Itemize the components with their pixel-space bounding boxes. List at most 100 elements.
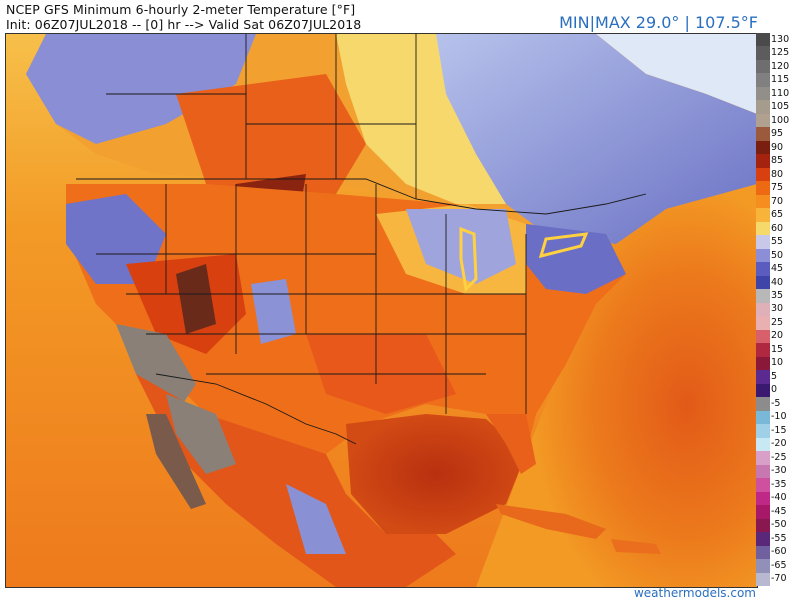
legend-label: 35 — [771, 290, 784, 301]
legend-label: 95 — [771, 128, 784, 140]
legend-entry: 125 — [756, 46, 800, 60]
hispaniola — [611, 539, 661, 554]
florida — [486, 414, 536, 474]
legend-swatch — [756, 46, 770, 60]
baja-peninsula — [146, 414, 206, 509]
legend-swatch — [756, 289, 770, 303]
legend-label: 65 — [771, 209, 784, 221]
sonora-gray — [166, 394, 236, 474]
us-mexico-border — [155, 373, 357, 445]
legend-swatch — [756, 397, 770, 411]
legend-entry: 20 — [756, 329, 800, 344]
legend-label: 5 — [771, 370, 778, 382]
credit-watermark: weathermodels.com — [633, 586, 756, 600]
legend-entry: -25 — [756, 451, 800, 465]
legend-swatch — [756, 505, 770, 519]
legend-swatch — [756, 86, 770, 101]
legend-label: 70 — [771, 195, 784, 207]
legend-entry: 100 — [756, 113, 800, 128]
political-boundaries — [76, 34, 647, 445]
gulf-of-mexico — [346, 414, 526, 534]
legend-swatch — [756, 424, 770, 438]
legend-entry: 50 — [756, 248, 800, 263]
legend-swatch — [756, 532, 770, 546]
map-init-valid-time: Init: 06Z07JUL2018 -- [0] hr --> Valid S… — [6, 17, 362, 32]
pacific-northwest-cool — [66, 194, 166, 284]
legend-label: 60 — [771, 222, 784, 234]
legend-swatch — [756, 370, 770, 384]
legend-label: 120 — [771, 60, 790, 72]
legend-entry: 5 — [756, 370, 800, 384]
legend-entry: -50 — [756, 518, 800, 533]
legend-entry: -45 — [756, 505, 800, 519]
legend-swatch — [756, 316, 770, 330]
legend-swatch — [756, 451, 770, 465]
legend-swatch — [756, 329, 770, 344]
atlantic-ocean — [476, 184, 757, 587]
legend-label: -5 — [771, 397, 781, 409]
legend-entry: 55 — [756, 235, 800, 249]
legend-entry: 0 — [756, 383, 800, 398]
legend-swatch — [756, 545, 770, 560]
legend-swatch — [756, 518, 770, 533]
legend-label: 125 — [771, 47, 790, 59]
legend-label: 75 — [771, 182, 784, 194]
legend-entry: 90 — [756, 140, 800, 155]
legend-label: -50 — [771, 519, 787, 531]
legend-entry: -5 — [756, 397, 800, 411]
legend-entry: 60 — [756, 221, 800, 236]
legend-entry: 40 — [756, 275, 800, 290]
legend-entry: 110 — [756, 86, 800, 101]
legend-label: -55 — [771, 532, 787, 544]
legend-swatch — [756, 59, 770, 74]
legend-label: 100 — [771, 114, 790, 126]
legend-label: 130 — [771, 33, 790, 45]
legend-entry: 95 — [756, 127, 800, 141]
legend-entry: -10 — [756, 410, 800, 425]
min-max-readout: MIN|MAX 29.0° | 107.5°F — [559, 13, 758, 32]
desert-southwest-gray — [116, 324, 196, 414]
northeast-cool — [526, 224, 626, 294]
legend-entry: 10 — [756, 356, 800, 371]
legend-entry: -55 — [756, 532, 800, 546]
legend-label: 80 — [771, 168, 784, 180]
legend-label: -30 — [771, 465, 787, 477]
legend-entry: 25 — [756, 316, 800, 330]
legend-label: -35 — [771, 478, 787, 490]
legend-swatch — [756, 208, 770, 222]
legend-entry: -20 — [756, 437, 800, 452]
legend-label: 25 — [771, 316, 784, 328]
legend-swatch — [756, 356, 770, 371]
legend-entry: 35 — [756, 289, 800, 303]
legend-swatch — [756, 73, 770, 87]
map-title: NCEP GFS Minimum 6-hourly 2-meter Temper… — [6, 2, 356, 17]
legend-label: 110 — [771, 87, 790, 99]
legend-entry: -70 — [756, 572, 800, 586]
cuba — [496, 504, 606, 539]
legend-label: -70 — [771, 573, 787, 585]
legend-swatch — [756, 221, 770, 236]
legend-entry: -65 — [756, 559, 800, 573]
prairies-warm — [176, 74, 366, 204]
legend-label: 55 — [771, 236, 784, 248]
legend-entry: -40 — [756, 491, 800, 506]
lake-erie-ontario — [538, 232, 589, 259]
legend-entry: 120 — [756, 59, 800, 74]
colorado-rockies-cool — [251, 279, 296, 344]
state-lines — [96, 184, 527, 414]
legend-swatch — [756, 464, 770, 479]
legend-label: 115 — [771, 74, 790, 86]
legend-swatch — [756, 194, 770, 209]
legend-label: -65 — [771, 559, 787, 571]
legend-label: -40 — [771, 492, 787, 504]
legend-entry: 105 — [756, 100, 800, 114]
legend-entry: -30 — [756, 464, 800, 479]
mexican-highlands-cool — [286, 484, 346, 554]
legend-entry: 45 — [756, 262, 800, 276]
legend-label: -60 — [771, 546, 787, 558]
legend-label: 50 — [771, 249, 784, 261]
legend-entry: 130 — [756, 33, 800, 47]
temperature-map — [5, 33, 758, 588]
central-canada-yellow — [336, 34, 506, 204]
legend-entry: 85 — [756, 154, 800, 168]
